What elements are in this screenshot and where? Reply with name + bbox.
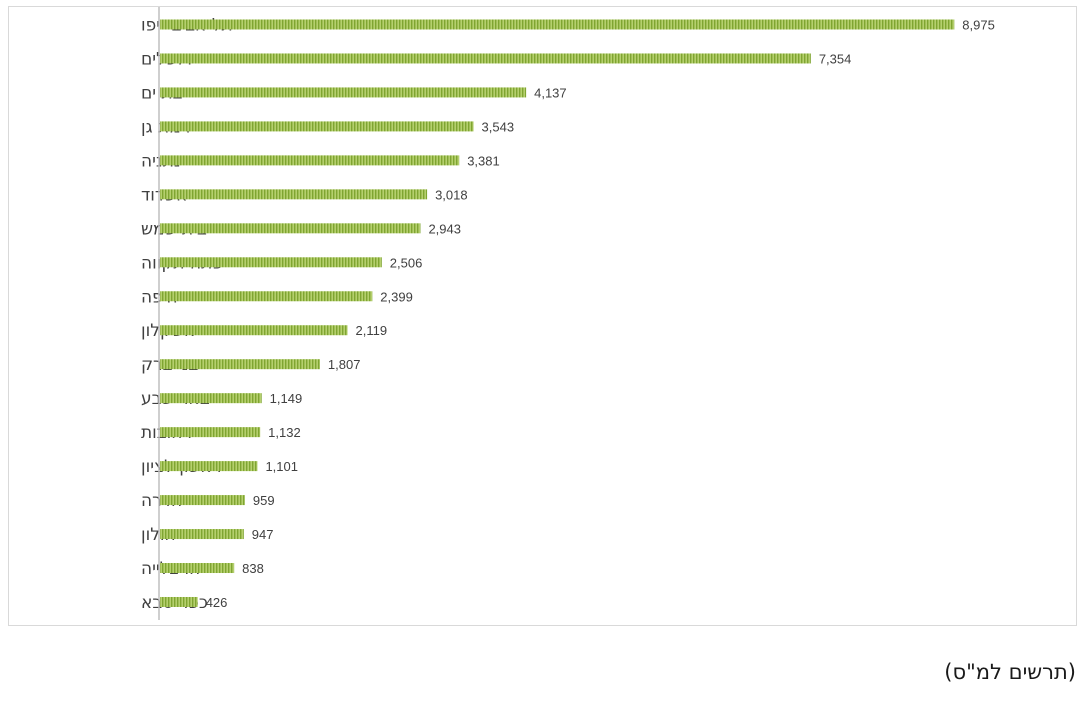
bar bbox=[160, 427, 261, 438]
bar bbox=[160, 223, 421, 234]
bar bbox=[160, 596, 198, 607]
bar bbox=[160, 155, 460, 166]
bar bbox=[160, 291, 373, 302]
value-label: 2,943 bbox=[428, 221, 461, 236]
bar bbox=[160, 393, 262, 404]
bar bbox=[160, 325, 348, 336]
value-label: 7,354 bbox=[819, 51, 852, 66]
value-label: 3,381 bbox=[467, 153, 500, 168]
value-label: 2,506 bbox=[390, 255, 423, 270]
value-label: 426 bbox=[206, 595, 228, 610]
value-label: 2,399 bbox=[380, 289, 413, 304]
bar bbox=[160, 19, 955, 30]
bar bbox=[160, 529, 244, 540]
value-label: 1,149 bbox=[270, 391, 303, 406]
bar bbox=[160, 87, 527, 98]
value-label: 959 bbox=[253, 493, 275, 508]
bar bbox=[160, 257, 382, 268]
bar bbox=[160, 53, 811, 64]
bar bbox=[160, 495, 245, 506]
chart-caption: (תרשים למ"ס) bbox=[944, 660, 1076, 684]
value-label: 4,137 bbox=[534, 85, 567, 100]
value-label: 947 bbox=[252, 527, 274, 542]
bar bbox=[160, 563, 235, 574]
bar bbox=[160, 461, 258, 472]
value-label: 3,543 bbox=[482, 119, 515, 134]
value-label: 1,807 bbox=[328, 357, 361, 372]
bar bbox=[160, 359, 320, 370]
value-label: 1,101 bbox=[265, 459, 298, 474]
value-label: 3,018 bbox=[435, 187, 468, 202]
value-label: 2,119 bbox=[356, 323, 388, 338]
bar bbox=[160, 189, 428, 200]
value-label: 838 bbox=[242, 561, 264, 576]
value-label: 8,975 bbox=[962, 18, 995, 33]
value-label: 1,132 bbox=[268, 425, 301, 440]
bar bbox=[160, 121, 474, 132]
